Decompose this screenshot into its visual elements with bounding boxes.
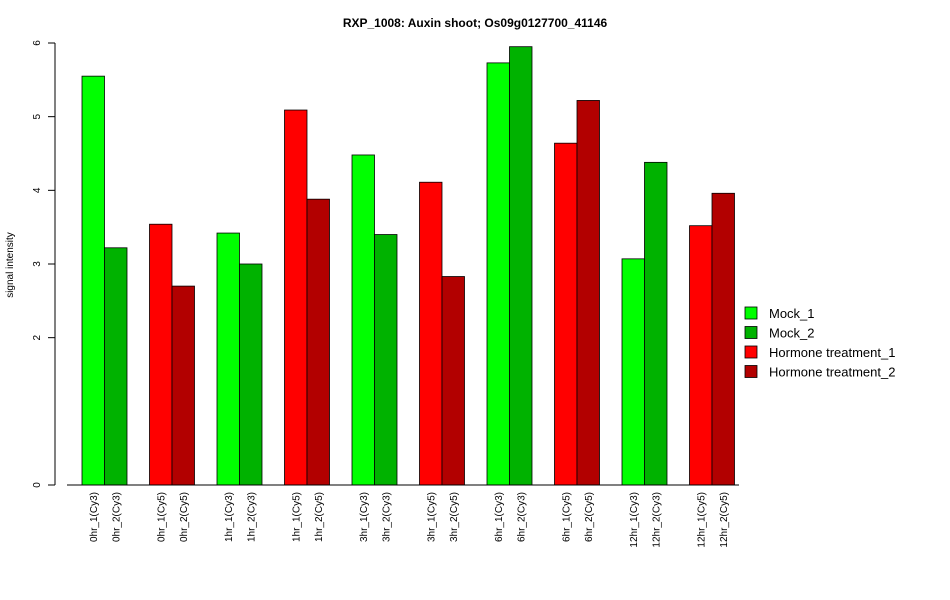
bar-3hr_1(Cy3) [351,154,375,486]
x-tick-label: 12hr_1(Cy3) [629,492,640,548]
x-tick-label: 3hr_2(Cy3) [381,492,392,542]
bar-3hr_1(Cy5) [419,181,443,486]
bar-1hr_1(Cy3) [216,232,240,486]
y-tick-label: 6 [32,40,43,46]
x-tick-label: 0hr_1(Cy3) [89,492,100,542]
legend-swatch [744,306,758,320]
bar-0hr_1(Cy3) [81,75,105,486]
legend-swatch [744,345,758,359]
legend-label: Mock_1 [769,306,815,321]
y-tick-label: 4 [32,187,43,193]
legend: Mock_1 Mock_2 Hormone treatment_1 Hormone t… [744,306,895,380]
bar-12hr_2(Cy5) [711,192,735,486]
bar-3hr_2(Cy3) [374,234,398,486]
bar-6hr_2(Cy3) [509,46,533,486]
x-tick-label: 1hr_2(Cy3) [246,492,257,542]
y-tick-label: 3 [32,261,43,267]
legend-label: Hormone treatment_1 [769,345,895,360]
bar-6hr_1(Cy5) [554,142,578,486]
bar-1hr_1(Cy5) [284,109,308,486]
bar-1hr_2(Cy3) [239,263,263,486]
bar-12hr_1(Cy3) [621,258,645,486]
bar-6hr_2(Cy5) [576,100,600,486]
x-tick-label: 12hr_1(Cy5) [696,492,707,548]
legend-swatch [744,326,758,339]
x-tick-label: 12hr_2(Cy5) [719,492,730,548]
bar-0hr_2(Cy5) [171,285,195,486]
x-tick-label: 6hr_1(Cy5) [561,492,572,542]
x-tick-label: 0hr_1(Cy5) [156,492,167,542]
y-tick-label: 2 [32,334,43,340]
x-tick-label: 3hr_2(Cy5) [449,492,460,542]
legend-label: Hormone treatment_2 [769,365,895,380]
legend-swatch [744,365,758,378]
x-tick-label: 0hr_2(Cy3) [111,492,122,542]
plot-area [67,46,739,486]
x-tick-label: 6hr_2(Cy5) [584,492,595,542]
bar-1hr_2(Cy5) [306,198,330,486]
x-tick-label: 3hr_1(Cy3) [359,492,370,542]
y-tick-label: 0 [32,482,43,488]
bar-6hr_1(Cy3) [486,62,510,486]
bar-0hr_2(Cy3) [104,247,128,486]
legend-label: Mock_2 [769,326,815,341]
x-axis-labels: 0hr_1(Cy3) 0hr_2(Cy3) 0hr_1(Cy5) 0hr_2(Cy5)… [89,492,730,548]
x-tick-label: 12hr_2(Cy3) [651,492,662,548]
bar-0hr_1(Cy5) [149,223,173,486]
chart-title: RXP_1008: Auxin shoot; Os09g0127700_4114… [343,16,608,30]
y-axis: 0 2 3 4 5 6 [32,40,56,488]
bar-12hr_1(Cy5) [689,225,713,486]
x-tick-label: 6hr_1(Cy3) [494,492,505,542]
bar-3hr_2(Cy5) [441,276,465,486]
x-tick-label: 1hr_2(Cy5) [314,492,325,542]
y-axis-label: signal intensity [5,232,16,298]
x-tick-label: 1hr_1(Cy3) [224,492,235,542]
x-tick-label: 3hr_1(Cy5) [426,492,437,542]
bar-12hr_2(Cy3) [644,161,668,486]
x-tick-label: 0hr_2(Cy5) [179,492,190,542]
x-tick-label: 1hr_1(Cy5) [291,492,302,542]
x-tick-label: 6hr_2(Cy3) [516,492,527,542]
y-tick-label: 5 [32,113,43,119]
